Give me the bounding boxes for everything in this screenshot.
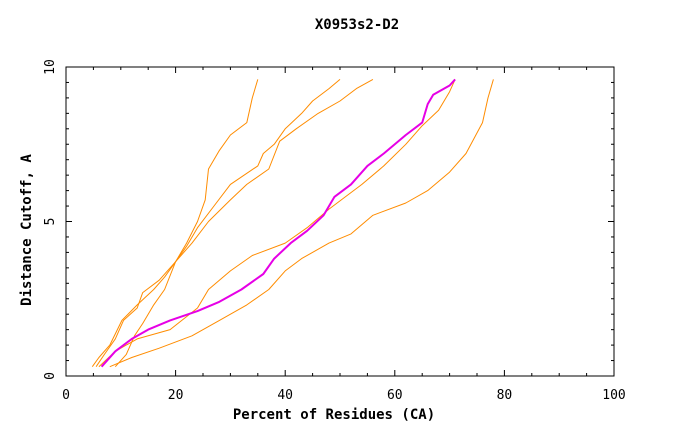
x-tick-label: 40 — [277, 388, 293, 403]
reference-series-line-1 — [91, 79, 259, 367]
reference-series-line-4 — [109, 79, 494, 368]
plot-area: 0 20 40 60 80 100 0 5 10 — [43, 59, 626, 403]
chart-title: X0953s2-D2 — [315, 17, 399, 33]
highlight-series-line — [100, 78, 456, 368]
x-tick-label: 80 — [497, 388, 513, 403]
reference-series-line-3 — [114, 78, 374, 368]
reference-series-line-5 — [98, 79, 456, 368]
x-axis-label: Percent of Residues (CA) — [233, 407, 435, 423]
x-tick-label: 100 — [602, 388, 625, 403]
x-tick-label: 0 — [62, 388, 70, 403]
y-axis-label: Distance Cutoff, A — [19, 154, 35, 306]
y-tick-label: 10 — [43, 59, 58, 75]
y-tick-label: 0 — [43, 372, 58, 380]
reference-series-line-2 — [95, 79, 341, 367]
x-tick-label: 20 — [168, 388, 184, 403]
x-tick-label: 60 — [387, 388, 403, 403]
y-tick-label: 5 — [43, 218, 58, 226]
